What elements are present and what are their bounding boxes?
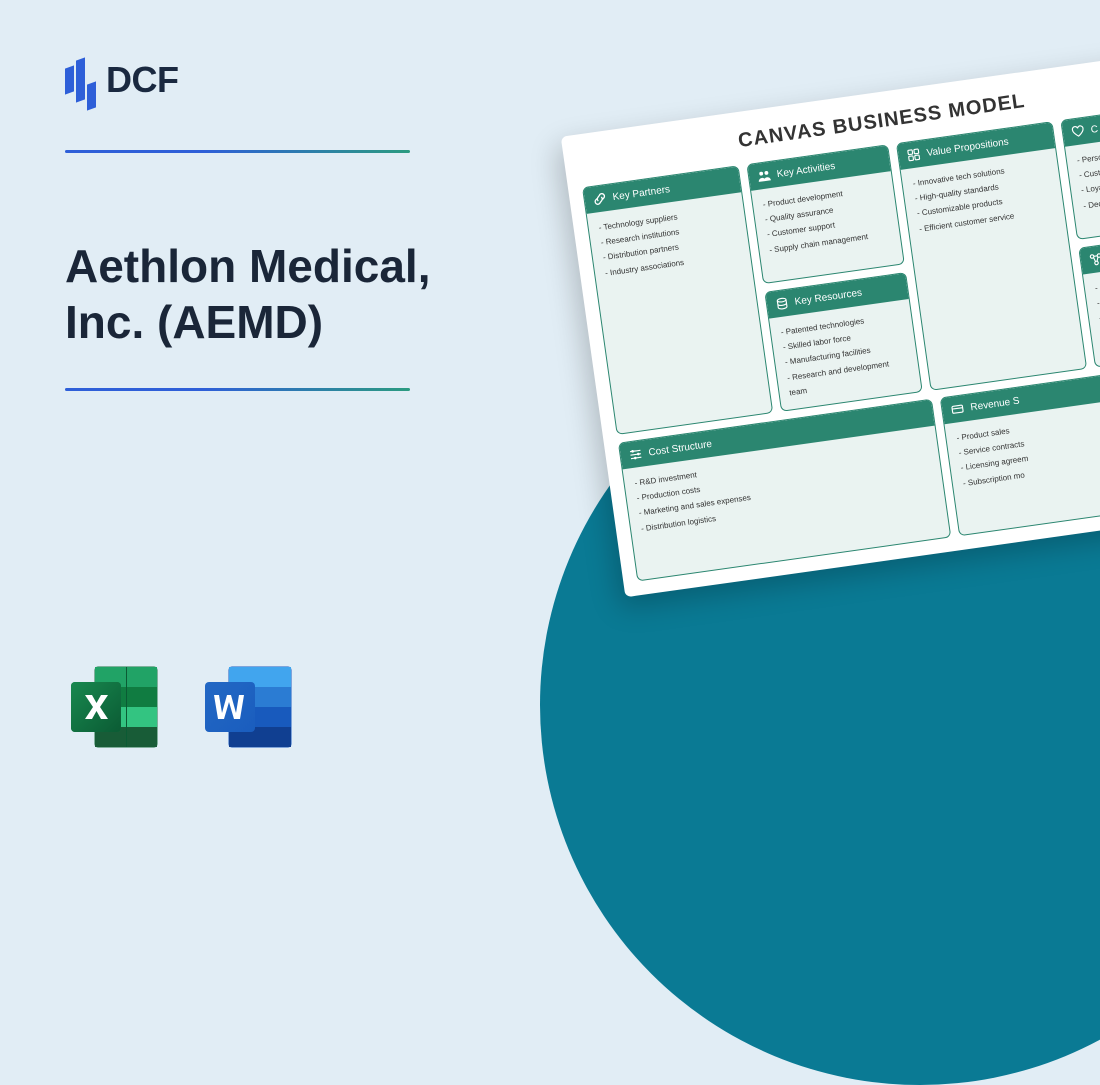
network-icon [1088,252,1100,268]
word-icon [199,657,299,757]
excel-icon [65,657,165,757]
panel-header-label: Key Partners [612,184,671,203]
people-icon [756,168,772,184]
panel-body: Innovative tech solutions High-quality s… [901,148,1086,390]
divider-bottom [65,388,410,391]
grid-icon [906,147,922,163]
panel-header-label: Revenue S [970,395,1021,413]
sliders-icon [628,447,644,463]
panel-body: Di O [1083,257,1100,367]
canvas-board-wrap: CANVAS BUSINESS MODEL Key Partners Techn… [561,48,1100,598]
panel-key-resources: Key Resources Patented technologies Skil… [764,272,923,412]
divider-top [65,150,410,153]
canvas-board: CANVAS BUSINESS MODEL Key Partners Techn… [561,48,1100,598]
database-icon [774,296,790,312]
panel-header-label: Value Propositions [926,136,1009,158]
link-icon [592,191,608,207]
panel-header-label: C [1090,123,1099,135]
dcf-logo-text: DCF [106,59,179,101]
heart-icon [1070,124,1086,140]
panel-body: Personaliz Customer Loyalty p Dedica [1065,129,1100,239]
panel-value-propositions: Value Propositions Innovative tech solut… [896,121,1087,391]
panel-key-activities: Key Activities Product development Quali… [746,144,905,284]
page-title: Aethlon Medical, Inc. (AEMD) [65,238,495,350]
panel-header-label: Key Resources [794,287,863,307]
panel-header-label: Cost Structure [648,438,713,458]
dcf-logo-bars-icon [65,55,96,105]
panel-key-partners: Key Partners Technology suppliers Resear… [582,165,773,435]
panel-body: Technology suppliers Research institutio… [587,192,772,434]
card-icon [950,401,966,417]
panel-body: Patented technologies Skilled labor forc… [769,299,922,411]
panel-header-label: Key Activities [776,160,836,179]
panel-body: Product development Quality assurance Cu… [751,171,904,283]
